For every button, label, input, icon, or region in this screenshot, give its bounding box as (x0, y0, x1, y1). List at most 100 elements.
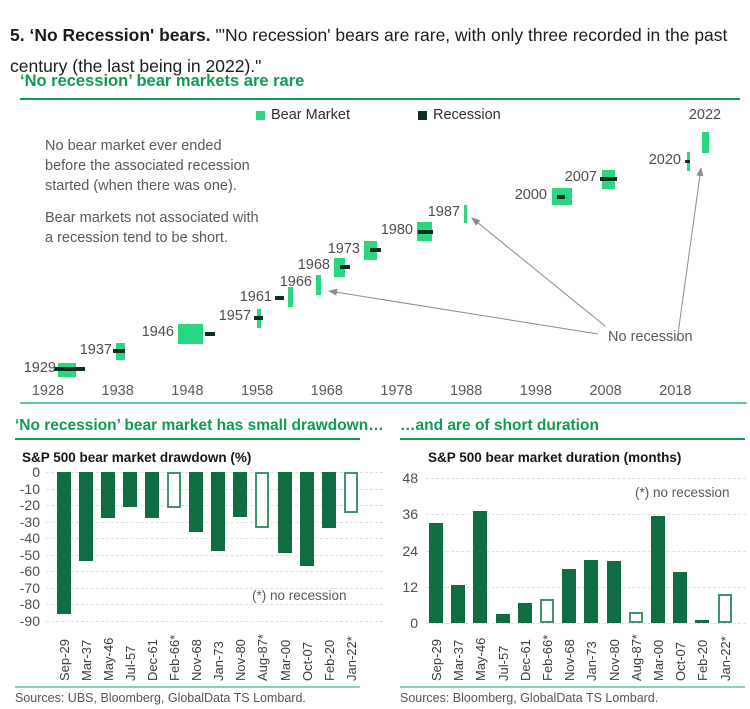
x-tick-label: 2008 (589, 383, 622, 399)
year-label: 2022 (688, 107, 722, 123)
bar-May-46 (473, 511, 488, 623)
year-label: 1961 (239, 289, 272, 305)
gridline (46, 571, 383, 573)
x-category-label: Oct-07 (673, 641, 689, 681)
bear-market-marker-1961 (288, 287, 293, 307)
intro-text: "'No recession' bears are rare, with onl… (10, 24, 728, 76)
x-tick-label: 1938 (101, 383, 134, 399)
bar-Feb-66* (167, 472, 182, 509)
year-label: 2007 (564, 169, 597, 185)
recession-marker-1937 (113, 349, 125, 353)
bar-Jan-73 (211, 472, 226, 552)
x-category-label: Nov-80 (606, 639, 622, 681)
legend-item-bear-market: Bear Market (256, 107, 350, 123)
drawdown-chart-subtitle: S&P 500 bear market drawdown (%) (22, 450, 252, 465)
year-label: 1937 (79, 342, 112, 358)
legend-item-recession: Recession (418, 107, 501, 123)
duration-no-recession-note: (*) no recession (635, 485, 730, 500)
year-label: 1929 (23, 360, 56, 376)
bar-Oct-07 (673, 571, 688, 623)
title-underline (20, 98, 740, 100)
gridline (46, 604, 383, 606)
legend-label-recession: Recession (433, 107, 501, 123)
bar-Mar-00 (277, 472, 292, 554)
timeline-annotation-line: No bear market ever ended (45, 138, 222, 154)
x-tick-label: 1978 (380, 383, 413, 399)
timeline-x-axis-line (20, 402, 747, 404)
year-label: 1968 (297, 257, 330, 273)
year-label: 1946 (141, 324, 174, 340)
timeline-chart-title: ‘No recession’ bear markets are rare (20, 72, 305, 90)
bear-market-marker-1946 (178, 324, 203, 344)
x-category-label: Nov-68 (562, 639, 578, 681)
year-label: 1966 (279, 274, 312, 290)
x-tick-label: 1998 (519, 383, 553, 399)
x-category-label: May-46 (473, 637, 489, 681)
bear-market-marker-1968 (334, 258, 345, 277)
recession-marker-1957 (254, 316, 263, 320)
bar-Mar-37 (451, 585, 466, 623)
bar-Mar-37 (79, 472, 94, 562)
duration-source-text: Sources: Bloomberg, GlobalData TS Lombar… (400, 691, 659, 705)
y-tick-label: 48 (402, 470, 418, 486)
timeline-annotation-line: started (when there was one). (45, 178, 237, 194)
x-category-label: Aug-87* (628, 634, 644, 681)
y-tick-label: 12 (402, 578, 418, 595)
year-label: 1980 (380, 222, 413, 238)
x-category-label: Feb-20 (695, 639, 711, 681)
bar-Aug-87* (255, 472, 270, 529)
bar-Jan-22* (343, 472, 358, 514)
x-tick-label: 1928 (31, 383, 65, 399)
x-category-label: Mar-37 (451, 639, 467, 681)
x-category-label: Mar-00 (651, 639, 666, 681)
gridline (46, 554, 383, 556)
bar-Nov-80 (233, 472, 248, 517)
duration-chart-title: …and are of short duration (400, 417, 599, 434)
drawdown-chart-title: ‘No recession’ bear market has small dra… (15, 417, 384, 434)
bar-Feb-20 (321, 472, 336, 529)
x-tick-label: 1948 (171, 383, 204, 399)
timeline-chart: No bear market ever ended before the asso… (23, 107, 722, 399)
year-label: 1957 (218, 308, 251, 324)
x-tick-label: 2018 (659, 383, 692, 399)
bar-Sep-29 (57, 472, 71, 615)
x-category-label: Jul-57 (495, 645, 511, 681)
y-tick-label: -80 (19, 596, 40, 613)
x-tick-label: 1988 (450, 383, 483, 399)
y-tick-label: -10 (19, 480, 40, 497)
gridline (46, 587, 383, 589)
bar-Feb-20 (695, 619, 710, 623)
intro-bold: 5. ‘No Recession' bears. (10, 24, 211, 45)
recession-marker-1946 (205, 332, 215, 336)
gridline (426, 478, 746, 479)
bar-May-46 (101, 472, 116, 519)
bar-Nov-68 (562, 568, 577, 623)
bar-Aug-87* (628, 612, 643, 623)
bar-Feb-66* (540, 598, 554, 623)
drawdown-no-recession-note: (*) no recession (252, 588, 347, 603)
duration-chart-subtitle: S&P 500 bear market duration (months) (428, 450, 682, 465)
bar-Jan-22* (717, 594, 732, 623)
y-tick-label: -90 (19, 613, 40, 629)
y-tick-label: -60 (19, 563, 40, 580)
recession-marker-1968 (340, 265, 350, 269)
gridline (426, 623, 746, 624)
x-category-label: Feb-66* (540, 634, 555, 681)
bear-market-swatch-icon (256, 111, 265, 120)
gridline (46, 621, 383, 622)
recession-marker-1961 (275, 296, 284, 300)
x-category-label: Sep-29 (429, 639, 444, 681)
timeline-annotation-line: Bear markets not associated with (45, 210, 259, 226)
y-tick-label: -30 (19, 513, 40, 530)
duration-source-divider (400, 686, 745, 688)
bar-Nov-80 (606, 561, 621, 623)
bar-Oct-07 (299, 472, 314, 567)
bear-market-marker-2022 (702, 132, 709, 153)
gridline (426, 550, 746, 552)
no-recession-annotation: No recession (608, 329, 693, 345)
year-label: 2000 (514, 187, 547, 203)
recession-marker-1973 (370, 248, 381, 252)
intro-paragraph: 5. ‘No Recession' bears. "'No recession'… (10, 20, 744, 82)
